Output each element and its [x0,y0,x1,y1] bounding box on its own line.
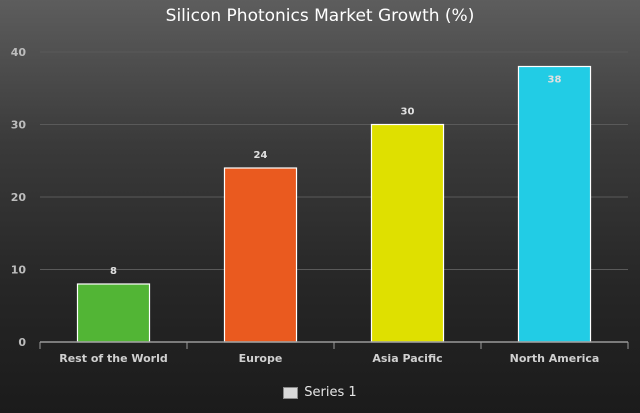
x-tick-label-north-america: North America [510,352,600,365]
y-tick-label-20: 20 [11,191,27,204]
x-axis: Rest of the World Europe Asia Pacific North… [39,341,629,365]
y-tick-label-0: 0 [18,336,26,349]
legend-label-series-1[interactable]: Series 1 [304,385,357,400]
data-label-asia-pacific: 30 [401,107,415,118]
legend-swatch[interactable] [283,386,299,399]
y-axis: 0 10 20 30 40 [11,46,27,349]
x-tick-label-rest-of-the-world: Rest of the World [59,352,168,365]
data-labels: 8 24 30 38 [110,75,561,278]
y-tick-label-40: 40 [11,46,27,59]
bar-asia-pacific [370,123,445,343]
bar-europe [223,167,298,343]
bars [76,65,592,343]
y-tick-label-30: 30 [11,119,27,132]
data-label-north-america: 38 [548,75,562,86]
bar-north-america [517,65,592,343]
data-label-rest-of-the-world: 8 [110,266,117,277]
legend[interactable]: Series 1 [0,385,640,400]
bar-rest-of-the-world [76,283,151,343]
y-tick-label-10: 10 [11,264,27,277]
chart-title: Silicon Photonics Market Growth (%) [165,6,475,26]
data-label-europe: 24 [254,150,268,161]
x-tick-label-asia-pacific: Asia Pacific [372,352,442,365]
x-tick-label-europe: Europe [239,352,283,365]
